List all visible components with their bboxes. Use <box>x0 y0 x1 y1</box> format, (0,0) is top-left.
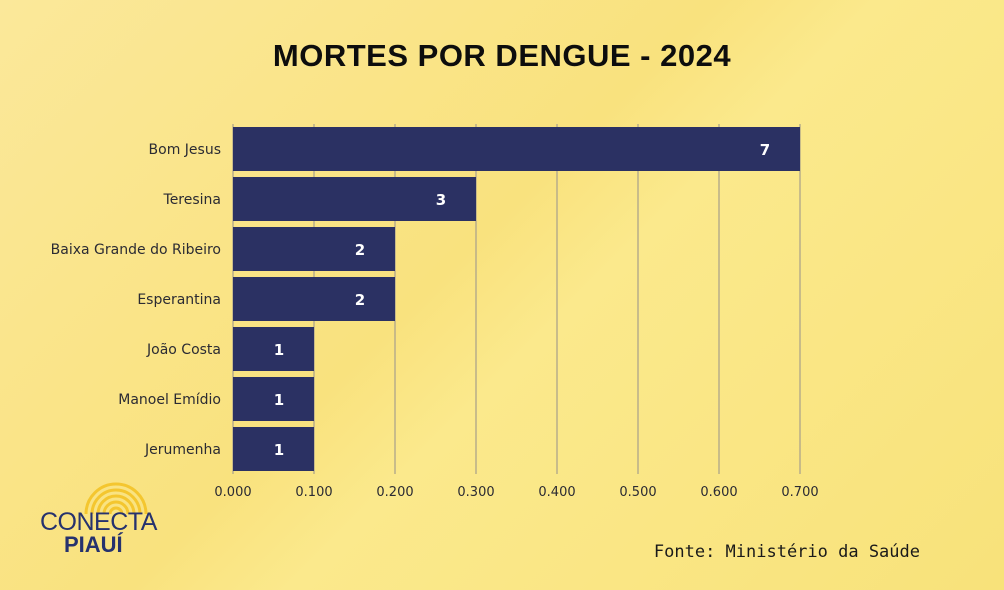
category-label: Teresina <box>163 192 221 208</box>
x-tick-label: 0.300 <box>457 485 494 500</box>
category-label: Bom Jesus <box>149 142 221 158</box>
data-label: 1 <box>274 341 284 359</box>
source-note: Fonte: Ministério da Saúde <box>653 542 920 562</box>
bars <box>233 127 800 471</box>
category-label: Baixa Grande do Ribeiro <box>51 242 221 258</box>
data-label: 1 <box>274 441 284 459</box>
conecta-piaui-logo: CONECTA PIAUÍ <box>38 476 168 560</box>
bar <box>233 127 800 171</box>
logo-text-piaui: PIAUÍ <box>64 532 123 557</box>
bar <box>233 177 476 221</box>
x-tick-label: 0.700 <box>781 485 818 500</box>
bar <box>233 377 314 421</box>
bar <box>233 327 314 371</box>
data-label: 1 <box>274 391 284 409</box>
x-axis-tick-labels: 0.000 0.100 0.200 0.300 0.400 0.500 0.600 0.700 <box>214 485 818 500</box>
data-label: 7 <box>760 141 770 159</box>
data-label: 2 <box>355 241 365 259</box>
chart-title: MORTES POR DENGUE - 2024 <box>272 38 732 73</box>
category-label: Manoel Emídio <box>118 392 221 408</box>
category-label: Jerumenha <box>144 442 221 458</box>
data-labels: 7 3 2 2 1 1 1 <box>274 141 770 459</box>
category-label: João Costa <box>146 342 221 358</box>
category-labels: Bom Jesus Teresina Baixa Grande do Ribeiro… <box>51 142 221 458</box>
x-tick-label: 0.200 <box>376 485 413 500</box>
x-tick-label: 0.500 <box>619 485 656 500</box>
x-tick-label: 0.100 <box>295 485 332 500</box>
data-label: 2 <box>355 291 365 309</box>
x-tick-label: 0.400 <box>538 485 575 500</box>
x-tick-label: 0.600 <box>700 485 737 500</box>
category-label: Esperantina <box>137 292 221 308</box>
data-label: 3 <box>436 191 446 209</box>
bar <box>233 227 395 271</box>
x-tick-label: 0.000 <box>214 485 251 500</box>
bar <box>233 277 395 321</box>
logo-rays-icon <box>84 482 148 515</box>
logo-text-conecta: CONECTA <box>40 508 157 536</box>
bar <box>233 427 314 471</box>
